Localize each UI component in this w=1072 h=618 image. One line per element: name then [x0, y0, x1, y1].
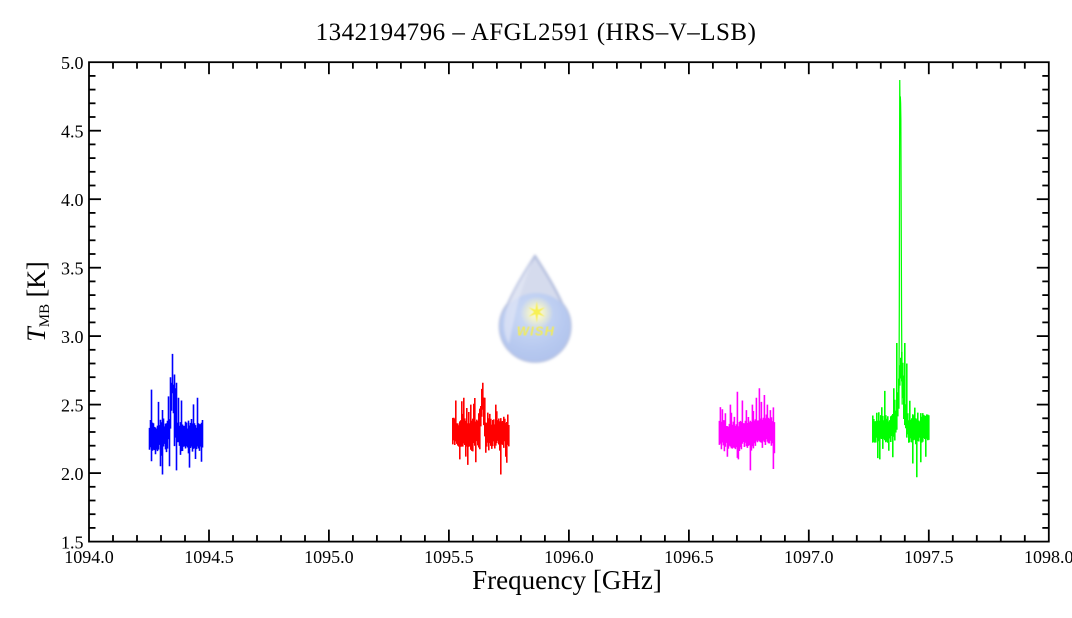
svg-text:1097.5: 1097.5 [904, 547, 954, 567]
svg-text:3.0: 3.0 [61, 327, 84, 347]
svg-text:3.5: 3.5 [61, 259, 84, 279]
svg-text:1094.0: 1094.0 [64, 547, 114, 567]
svg-text:1342194796 – AFGL2591 (HRS–V–L: 1342194796 – AFGL2591 (HRS–V–LSB) [316, 19, 757, 46]
svg-text:1095.0: 1095.0 [304, 547, 354, 567]
svg-text:TMB [K]: TMB [K] [22, 261, 53, 341]
svg-text:1098.0: 1098.0 [1024, 547, 1072, 567]
svg-text:4.5: 4.5 [61, 122, 84, 142]
svg-text:5.0: 5.0 [61, 53, 84, 73]
svg-text:4.0: 4.0 [61, 190, 84, 210]
svg-text:1.5: 1.5 [61, 533, 84, 553]
svg-text:1096.0: 1096.0 [544, 547, 594, 567]
svg-text:1094.5: 1094.5 [184, 547, 234, 567]
svg-text:2.5: 2.5 [61, 396, 84, 416]
svg-text:1096.5: 1096.5 [664, 547, 714, 567]
svg-text:WISH: WISH [517, 324, 555, 339]
svg-text:2.0: 2.0 [61, 464, 84, 484]
svg-text:1095.5: 1095.5 [424, 547, 474, 567]
svg-text:1097.0: 1097.0 [784, 547, 834, 567]
svg-text:Frequency [GHz]: Frequency [GHz] [472, 565, 662, 595]
